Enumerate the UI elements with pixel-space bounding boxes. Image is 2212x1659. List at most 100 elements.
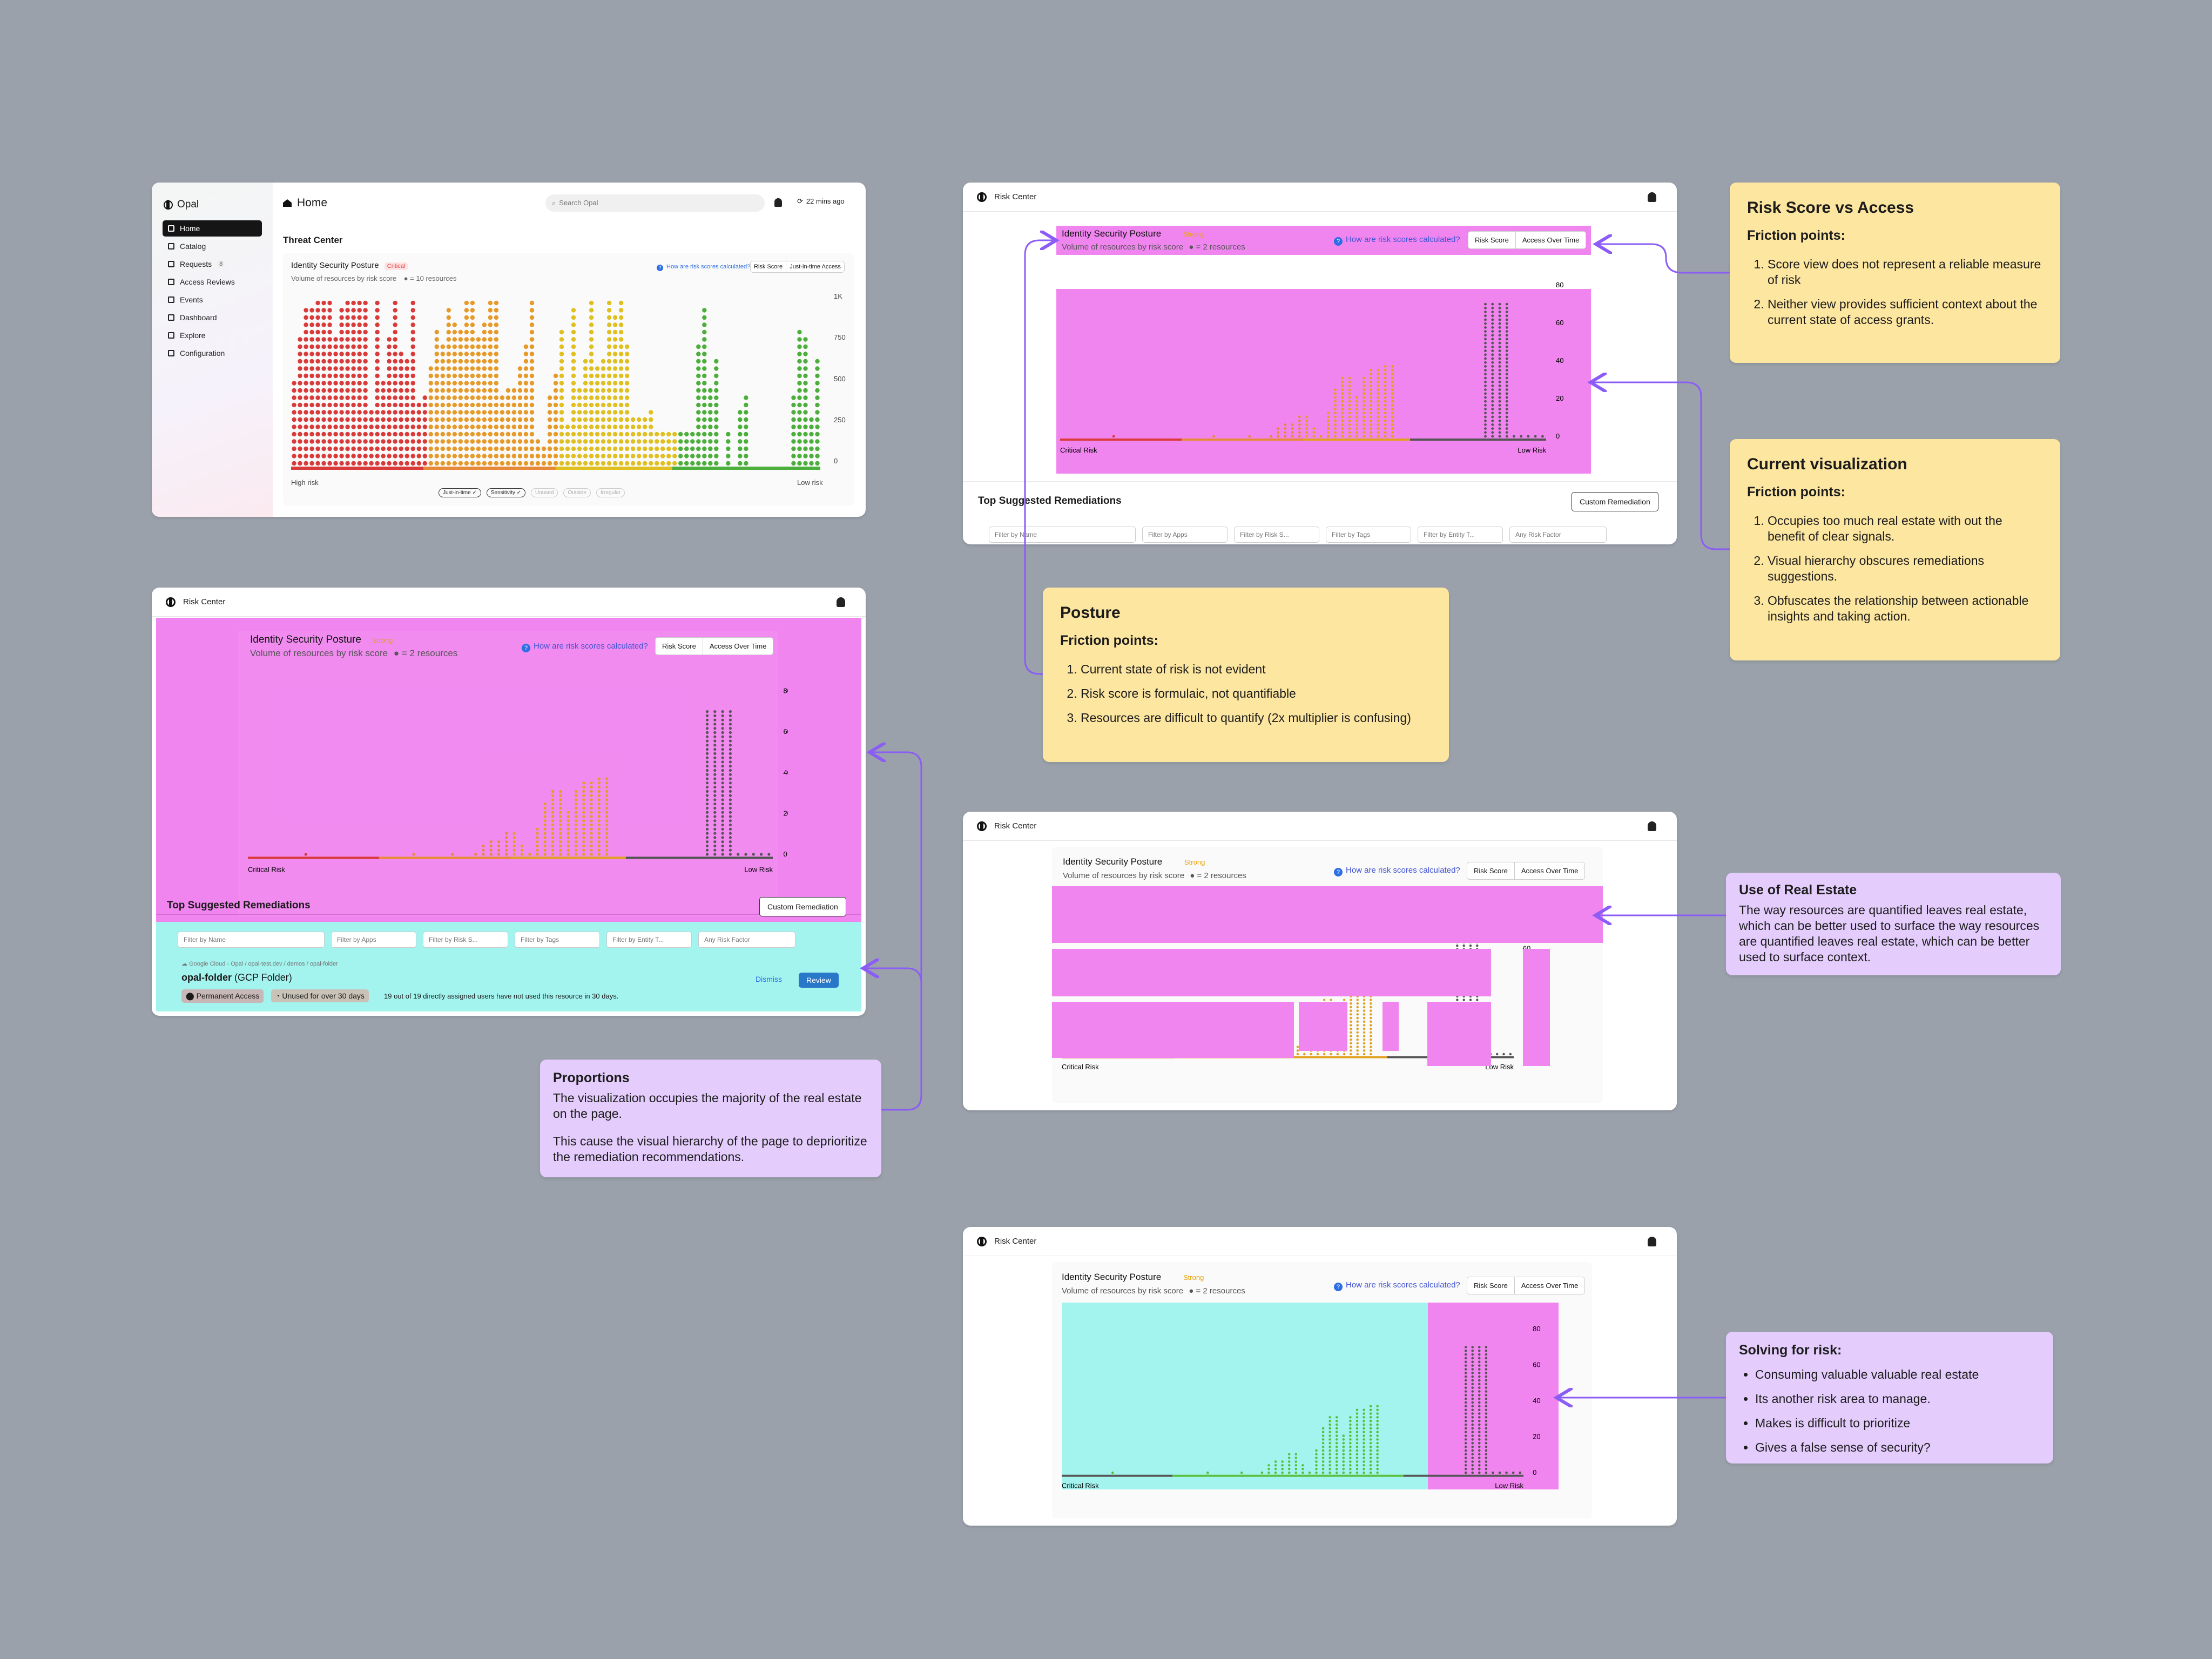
sidebar-item-catalog[interactable]: Catalog [163,238,262,254]
resource-dot [464,431,469,437]
tab-risk-score[interactable]: Risk Score [1467,1277,1515,1294]
resource-dot [541,446,547,451]
search-input[interactable]: ⌕ Search Opal [545,194,765,212]
resource-dot [458,417,463,422]
resource-dot [606,315,612,320]
resource-dot [1485,1434,1488,1437]
sidebar-item-events[interactable]: Events [163,292,262,308]
resource-dot [729,752,732,755]
filter-0[interactable]: Filter by Name [178,932,325,948]
resource-dot [489,844,493,848]
filter-2[interactable]: Filter by Risk S... [1234,527,1319,543]
resource-dot [1363,1408,1365,1411]
filter-chip[interactable]: Unused [531,488,558,497]
sidebar-item-explore[interactable]: Explore [163,327,262,343]
bell-icon[interactable] [837,597,845,607]
resource-dot [488,454,493,458]
resource-dot [1498,396,1501,399]
resource-dot [705,802,709,806]
bell-icon[interactable] [1648,192,1656,202]
filter-chip[interactable]: Sensitivity ✓ [486,488,526,497]
resource-dot [446,439,451,444]
resource-dot [339,424,344,429]
resource-dot [458,446,463,451]
resource-dot [1491,419,1494,422]
resource-dot [1464,1449,1467,1452]
sidebar-item-home[interactable]: Home [163,220,262,237]
resource-dot [523,431,529,437]
sidebar-item-configuration[interactable]: Configuration [163,345,262,361]
resource-dot [1484,419,1487,422]
resource-dot [803,417,808,422]
resource-dot [1308,1471,1311,1474]
sidebar-item-access-reviews[interactable]: Access Reviews [163,274,262,290]
filter-5[interactable]: Any Risk Factor [1509,527,1607,543]
resource-dot [1491,435,1494,438]
tab-access-over-time[interactable]: Access Over Time [1521,867,1579,875]
how-scores-link[interactable]: ? How are risk scores calculated? [657,264,750,271]
filter-4[interactable]: Filter by Entity T... [1418,527,1503,543]
filter-0[interactable]: Filter by Name [989,527,1136,543]
refresh-status[interactable]: ⟳ 22 mins ago [797,197,845,205]
how-scores-link[interactable]: ? How are risk scores calculated? [522,642,648,652]
resource-dot [642,454,648,458]
filter-1[interactable]: Filter by Apps [1142,527,1228,543]
y-tick: 20 [1533,1433,1540,1441]
review-button[interactable]: Review [799,973,839,988]
filter-chip[interactable]: Just-in-time ✓ [439,488,481,497]
how-scores-link[interactable]: ? How are risk scores calculated? [1334,866,1460,876]
resource-dot [309,381,314,386]
resource-dot [1485,1464,1488,1467]
sidebar-item-dashboard[interactable]: Dashboard [163,309,262,326]
filter-2[interactable]: Filter by Risk S... [423,932,508,948]
custom-remediation-button[interactable]: Custom Remediation [1572,492,1658,511]
filter-4[interactable]: Filter by Entity T... [606,932,692,948]
filter-5[interactable]: Any Risk Factor [698,932,795,948]
tab-risk-score[interactable]: Risk Score [656,638,703,655]
resource-dot [618,329,624,335]
resource-dot [1363,1442,1365,1445]
resource-dot [767,853,771,856]
resource-dot [434,344,439,349]
resource-dot [605,781,609,785]
tab-risk-score[interactable]: Risk Score [1467,862,1515,879]
resource-dot [583,439,588,444]
resource-dot [497,848,501,852]
custom-remediation-button[interactable]: Custom Remediation [759,897,846,916]
tab-access-over-time[interactable]: Access Over Time [1522,236,1580,244]
resource-dot [494,366,499,371]
resource-dot [606,366,612,371]
sidebar-item-requests[interactable]: Requests 8 [163,256,262,272]
resource-dot [321,454,326,458]
tab-risk-score[interactable]: Risk Score [1468,232,1516,248]
tab-access-over-time[interactable]: Access Over Time [709,642,767,650]
resource-dot [1464,1412,1467,1415]
filter-1[interactable]: Filter by Apps [331,932,416,948]
tab-risk-score[interactable]: Risk Score [751,261,787,272]
filter-chip[interactable]: Irregular [596,488,625,497]
resource-dot [729,723,732,726]
resource-dot [705,773,709,776]
bell-icon[interactable] [1648,1237,1656,1246]
bell-icon[interactable] [774,198,782,207]
filter-chip[interactable]: Outside [563,488,591,497]
tab-access-over-time[interactable]: Access Over Time [1521,1282,1579,1290]
dismiss-button[interactable]: Dismiss [756,975,782,983]
how-scores-link[interactable]: ? How are risk scores calculated? [1334,1280,1460,1291]
how-scores-link[interactable]: ? How are risk scores calculated? [1334,235,1460,246]
bell-icon[interactable] [1648,821,1656,831]
resource-dot [1498,376,1501,380]
resource-dot [500,446,505,451]
resource-dot [298,417,302,422]
resource-dot [440,454,445,458]
resource-dot [1491,400,1494,403]
filter-3[interactable]: Filter by Tags [515,932,600,948]
resource-dot [1491,376,1494,380]
filter-3[interactable]: Filter by Tags [1326,527,1411,543]
resource-dot [705,739,709,743]
resource-dot [304,388,308,393]
tab-just-in-time[interactable]: Just-in-time Access [790,264,841,270]
posture-subtitle: Volume of resources by risk score ● = 2 … [1062,1286,1245,1296]
resource-dot [1342,1438,1345,1441]
resource-dot [1363,408,1365,410]
